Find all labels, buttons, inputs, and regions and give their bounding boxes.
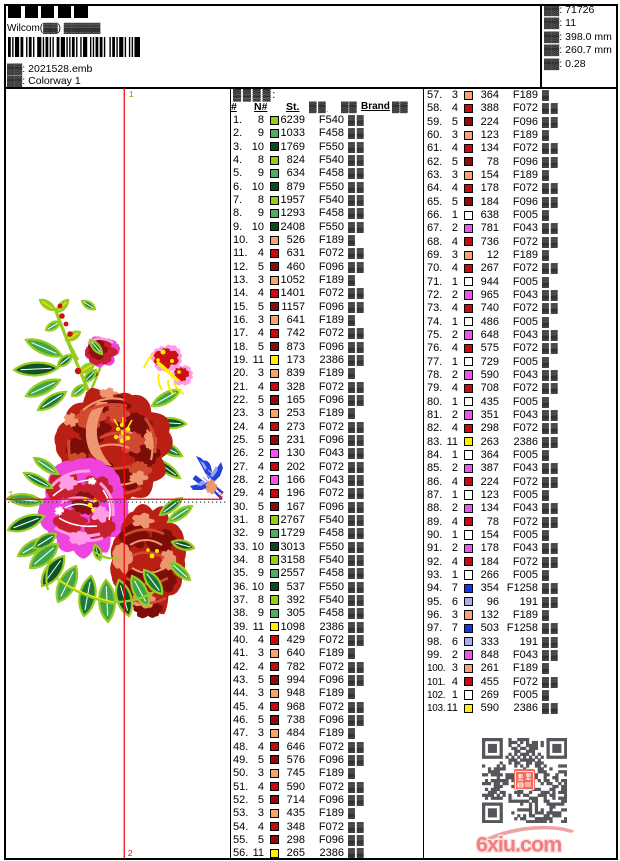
svg-text:2: 2 — [218, 490, 223, 500]
svg-text:1: 1 — [129, 90, 134, 100]
svg-text:6xiu.com: 6xiu.com — [476, 833, 561, 857]
svg-text:2: 2 — [128, 849, 133, 859]
svg-text:1: 1 — [8, 490, 13, 500]
